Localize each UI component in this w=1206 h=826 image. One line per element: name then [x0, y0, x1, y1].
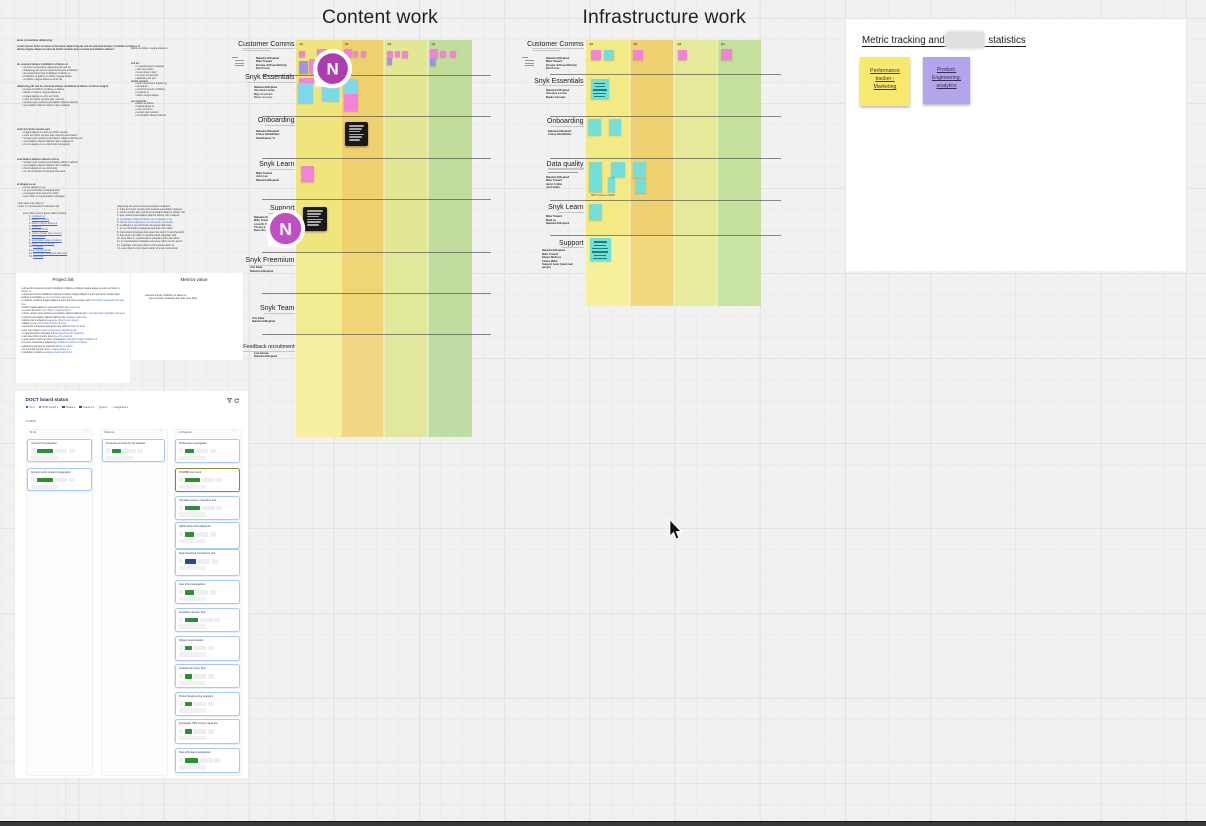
svg-text:N: N [279, 219, 292, 239]
svg-text:N: N [327, 59, 339, 78]
